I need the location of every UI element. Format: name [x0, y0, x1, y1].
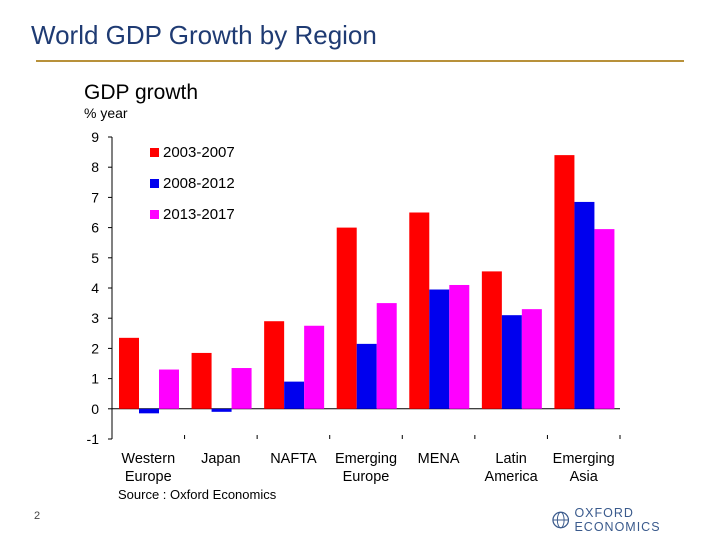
- bar-2008-2012-6: [574, 201, 595, 409]
- bar-2008-2012-0: [139, 408, 159, 414]
- bar-2003-2007-4: [409, 212, 430, 409]
- bar-2003-2007-3: [336, 227, 357, 409]
- bar-2013-2017-1: [231, 368, 252, 409]
- bar-2013-2017-5: [521, 309, 542, 409]
- x-tick-label: Western: [121, 451, 175, 467]
- x-tick-label: Europe: [125, 469, 172, 485]
- y-tick-label: 8: [91, 159, 99, 175]
- x-tick-label: Japan: [201, 451, 241, 467]
- chart-legend: 2003-2007 2008-2012 2013-2017: [150, 144, 235, 223]
- bar-2003-2007-5: [481, 271, 502, 409]
- bar-2013-2017-0: [159, 369, 179, 409]
- y-axis-label: % year: [84, 105, 128, 121]
- logo-text: OXFORD ECONOMICS: [574, 506, 661, 534]
- legend-swatch: [150, 179, 159, 188]
- chart-title: GDP growth: [84, 81, 198, 104]
- x-tick-label: Europe: [343, 469, 390, 485]
- bar-2008-2012-2: [284, 381, 305, 409]
- bar-2003-2007-6: [554, 155, 575, 409]
- bar-2008-2012-3: [356, 343, 377, 409]
- bar-2003-2007-1: [191, 352, 212, 409]
- x-tick-label: Latin: [495, 451, 526, 467]
- bar-2013-2017-6: [594, 229, 615, 409]
- legend-swatch: [150, 210, 159, 219]
- x-tick-label: America: [485, 469, 539, 485]
- x-tick-label: Emerging: [335, 451, 397, 467]
- slide-title: World GDP Growth by Region: [31, 20, 377, 50]
- y-tick-label: 3: [91, 310, 99, 326]
- legend-label: 2013-2017: [163, 206, 235, 223]
- legend-label: 2008-2012: [163, 175, 235, 192]
- x-tick-labels: Western Europe Japan NAFTA Emerging Europe MEN…: [121, 451, 614, 485]
- title-divider: [36, 60, 684, 62]
- legend-swatch: [150, 148, 159, 157]
- y-tick-label: 1: [91, 371, 99, 387]
- y-tick-label: -1: [87, 431, 100, 447]
- bar-2003-2007-0: [119, 337, 139, 409]
- x-tick-label: MENA: [418, 451, 460, 467]
- source-note: Source : Oxford Economics: [118, 487, 277, 502]
- x-tick-label: Emerging: [553, 451, 615, 467]
- y-tick-label: 2: [91, 340, 99, 356]
- y-tick-label: 9: [91, 129, 99, 145]
- x-tick-label: NAFTA: [270, 451, 317, 467]
- globe-icon: [552, 511, 570, 529]
- oxford-economics-logo: OXFORD ECONOMICS: [552, 506, 720, 534]
- bar-2013-2017-4: [449, 284, 470, 409]
- y-tick-label: 5: [91, 250, 99, 266]
- y-tick-label: 4: [91, 280, 99, 296]
- y-tick-label: 6: [91, 220, 99, 236]
- page-number: 2: [34, 510, 41, 522]
- y-tick-label: 0: [91, 401, 99, 417]
- bar-2008-2012-5: [501, 315, 522, 409]
- legend-label: 2003-2007: [163, 144, 235, 161]
- bar-2003-2007-2: [264, 321, 285, 409]
- chart-bars: [119, 155, 615, 414]
- bar-2013-2017-3: [376, 303, 397, 409]
- bar-2008-2012-4: [429, 289, 450, 409]
- bar-2013-2017-2: [304, 325, 325, 409]
- x-tick-label: Asia: [570, 469, 599, 485]
- bar-2008-2012-1: [211, 408, 232, 412]
- y-tick-label: 7: [91, 189, 99, 205]
